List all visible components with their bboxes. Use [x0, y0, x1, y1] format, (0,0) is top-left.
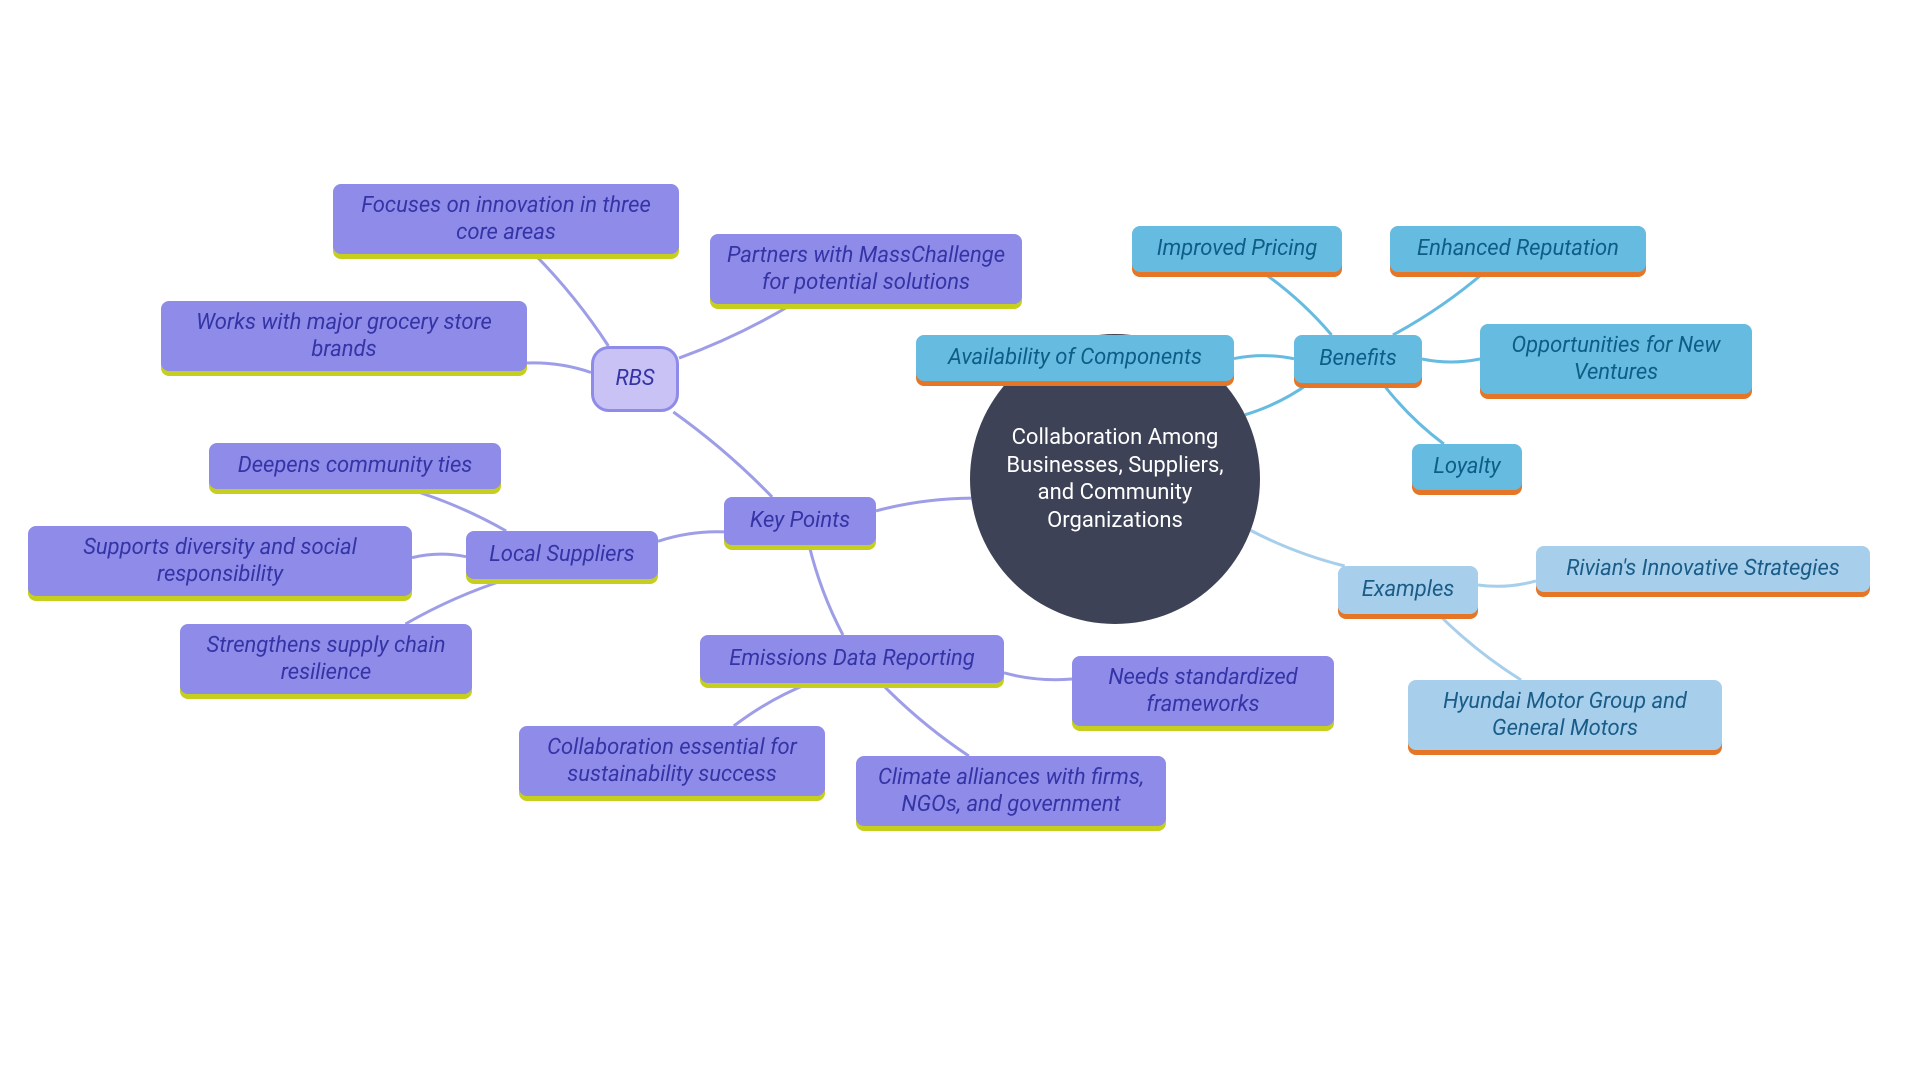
node-b_avail: Availability of Components [916, 335, 1234, 381]
node-b_loy: Loyalty [1412, 444, 1522, 490]
edge-keypoints-emiss [809, 545, 843, 635]
node-rbs_mass: Partners with MassChallenge for potentia… [710, 234, 1022, 304]
edge-rbs-rbs_innov [534, 254, 608, 346]
node-keypoints: Key Points [724, 497, 876, 545]
edge-center-examples [1251, 530, 1345, 566]
edge-center-keypoints [876, 498, 971, 511]
edge-emiss-emiss_std [1004, 673, 1072, 680]
node-rbs_grocery: Works with major grocery store brands [161, 301, 527, 371]
edge-local-local_deep [408, 489, 506, 531]
node-b_price: Improved Pricing [1132, 226, 1342, 272]
edge-benefits-b_rep [1393, 272, 1485, 335]
edge-benefits-b_loy [1382, 383, 1444, 444]
edge-local-local_res [405, 579, 507, 624]
node-local_deep: Deepens community ties [209, 443, 501, 489]
node-emiss_std: Needs standardized frameworks [1072, 656, 1334, 726]
edge-center-benefits [1245, 383, 1309, 415]
node-local_div: Supports diversity and social responsibi… [28, 526, 412, 596]
node-local_res: Strengthens supply chain resilience [180, 624, 472, 694]
edge-keypoints-local [658, 532, 724, 542]
node-examples: Examples [1338, 566, 1478, 614]
edge-emiss-emiss_clim [881, 683, 969, 756]
edge-benefits-b_avail [1234, 356, 1294, 359]
node-local: Local Suppliers [466, 531, 658, 579]
node-ex_riv: Rivian's Innovative Strategies [1536, 546, 1870, 592]
node-rbs_innov: Focuses on innovation in three core area… [333, 184, 679, 254]
node-ex_hyun: Hyundai Motor Group and General Motors [1408, 680, 1722, 750]
edge-benefits-b_opp [1422, 359, 1480, 362]
node-b_opp: Opportunities for New Ventures [1480, 324, 1752, 394]
edge-rbs-rbs_mass [679, 304, 793, 358]
edge-examples-ex_hyun [1438, 614, 1521, 680]
edge-benefits-b_price [1262, 272, 1331, 335]
node-benefits: Benefits [1294, 335, 1422, 383]
node-emiss_clim: Climate alliances with firms, NGOs, and … [856, 756, 1166, 826]
node-emiss: Emissions Data Reporting [700, 635, 1004, 683]
edge-examples-ex_riv [1478, 581, 1536, 586]
edge-emiss-emiss_coll [734, 683, 810, 726]
node-b_rep: Enhanced Reputation [1390, 226, 1646, 272]
edge-rbs-rbs_grocery [527, 363, 591, 373]
node-rbs: RBS [591, 346, 679, 412]
mindmap-canvas: Collaboration Among Businesses, Supplier… [0, 0, 1920, 1080]
edge-local-local_div [412, 554, 466, 557]
edge-keypoints-rbs [673, 412, 772, 497]
node-emiss_coll: Collaboration essential for sustainabili… [519, 726, 825, 796]
